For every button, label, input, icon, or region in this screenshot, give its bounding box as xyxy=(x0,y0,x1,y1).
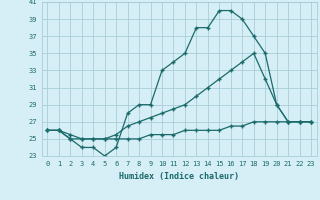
X-axis label: Humidex (Indice chaleur): Humidex (Indice chaleur) xyxy=(119,172,239,181)
